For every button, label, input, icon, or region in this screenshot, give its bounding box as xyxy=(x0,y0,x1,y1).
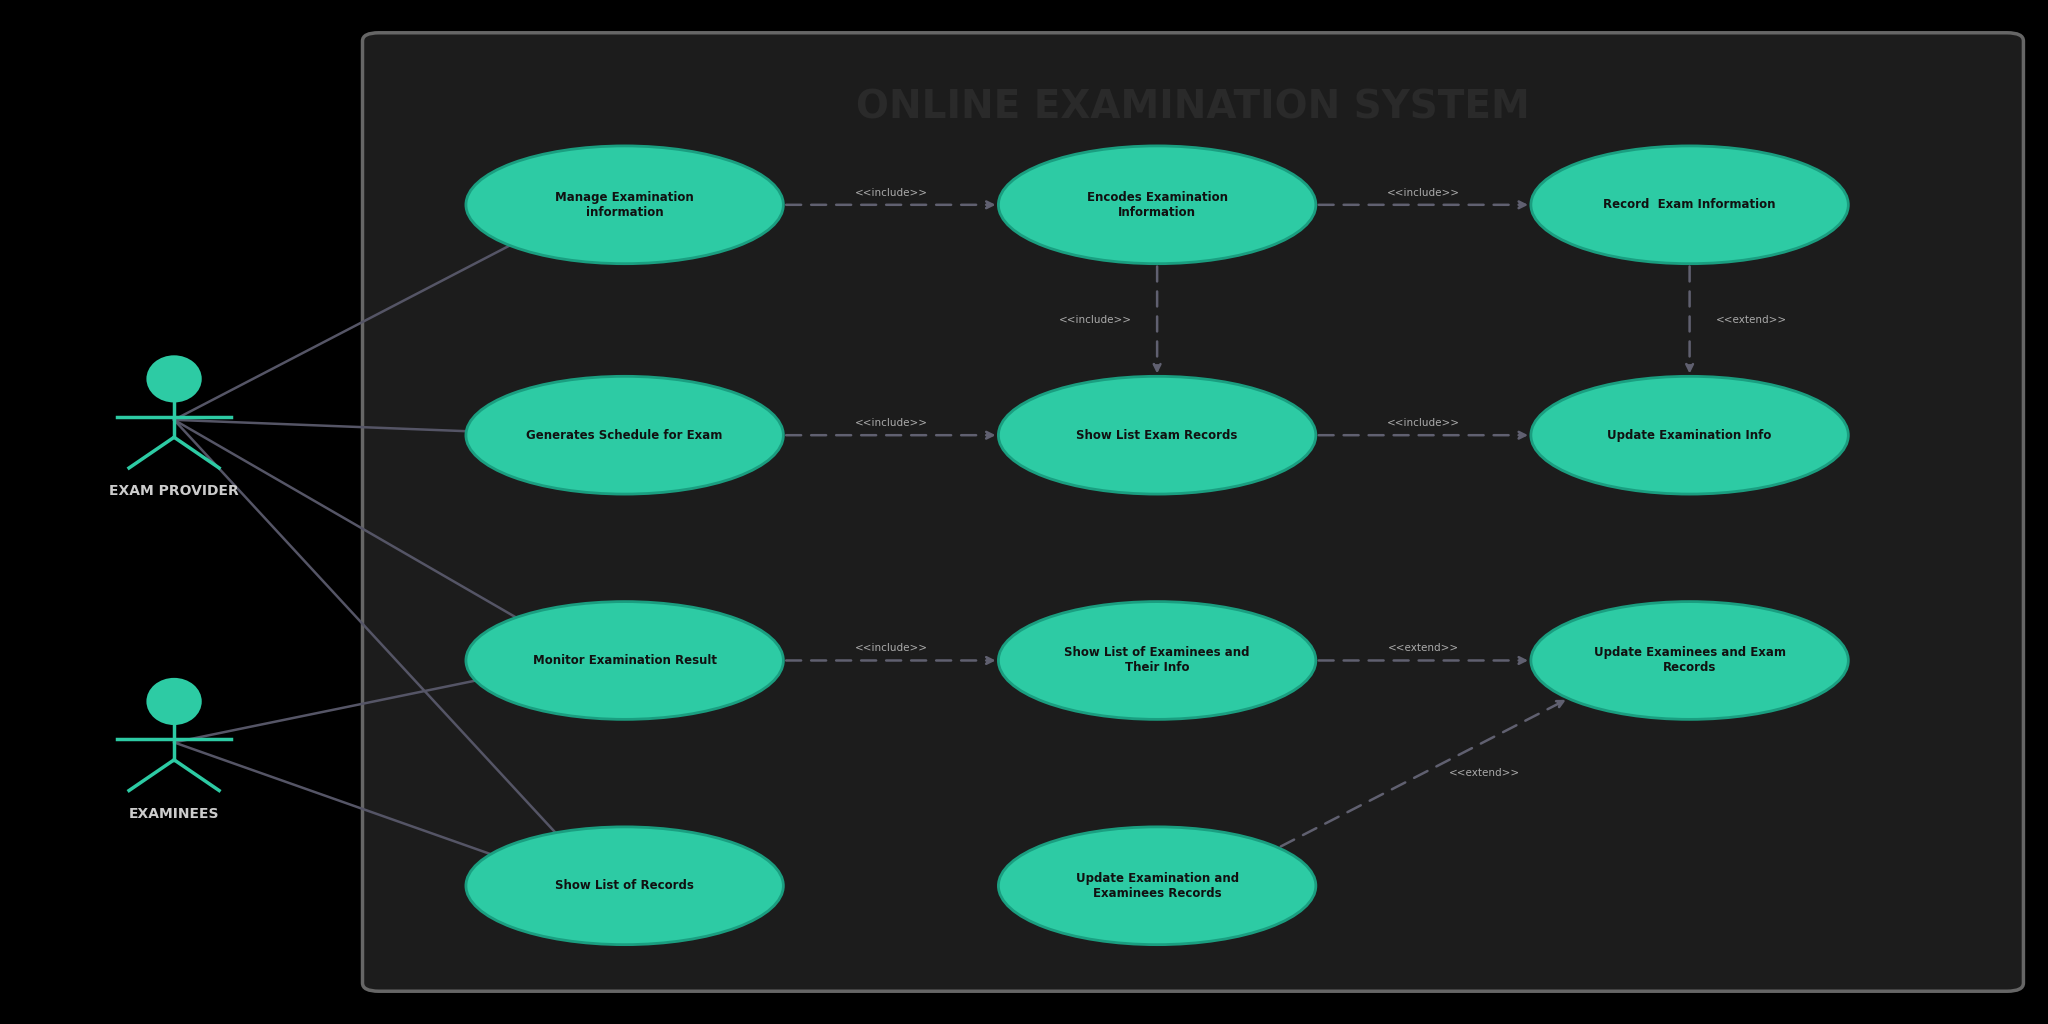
Text: Show List of Examinees and
Their Info: Show List of Examinees and Their Info xyxy=(1065,646,1249,675)
Text: Update Examination and
Examinees Records: Update Examination and Examinees Records xyxy=(1075,871,1239,900)
Ellipse shape xyxy=(997,377,1315,495)
Ellipse shape xyxy=(1530,602,1847,719)
Text: Show List Exam Records: Show List Exam Records xyxy=(1077,429,1237,441)
Ellipse shape xyxy=(1530,145,1847,263)
Text: EXAMINEES: EXAMINEES xyxy=(129,807,219,821)
Text: Monitor Examination Result: Monitor Examination Result xyxy=(532,654,717,667)
Ellipse shape xyxy=(1530,377,1847,495)
Ellipse shape xyxy=(465,602,782,719)
Text: Generates Schedule for Exam: Generates Schedule for Exam xyxy=(526,429,723,441)
Text: <<include>>: <<include>> xyxy=(854,643,928,653)
Text: Record  Exam Information: Record Exam Information xyxy=(1604,199,1776,211)
Ellipse shape xyxy=(147,356,201,401)
Text: <<extend>>: <<extend>> xyxy=(1716,315,1786,325)
Ellipse shape xyxy=(465,377,782,495)
Text: Update Examinees and Exam
Records: Update Examinees and Exam Records xyxy=(1593,646,1786,675)
Text: <<extend>>: <<extend>> xyxy=(1450,768,1520,778)
Text: Encodes Examination
Information: Encodes Examination Information xyxy=(1087,190,1227,219)
Ellipse shape xyxy=(147,679,201,724)
Text: <<extend>>: <<extend>> xyxy=(1389,643,1458,653)
FancyBboxPatch shape xyxy=(362,33,2023,991)
Ellipse shape xyxy=(997,827,1315,944)
Ellipse shape xyxy=(465,145,782,263)
Text: <<include>>: <<include>> xyxy=(1059,315,1133,325)
Ellipse shape xyxy=(997,602,1315,719)
Text: Update Examination Info: Update Examination Info xyxy=(1608,429,1772,441)
Text: EXAM PROVIDER: EXAM PROVIDER xyxy=(109,484,240,499)
Text: <<include>>: <<include>> xyxy=(1386,187,1460,198)
Text: <<include>>: <<include>> xyxy=(854,187,928,198)
Text: <<include>>: <<include>> xyxy=(854,418,928,428)
Text: Show List of Records: Show List of Records xyxy=(555,880,694,892)
Text: <<include>>: <<include>> xyxy=(1386,418,1460,428)
Text: Manage Examination
information: Manage Examination information xyxy=(555,190,694,219)
Ellipse shape xyxy=(465,827,782,944)
Ellipse shape xyxy=(997,145,1315,263)
Text: ONLINE EXAMINATION SYSTEM: ONLINE EXAMINATION SYSTEM xyxy=(856,88,1530,127)
